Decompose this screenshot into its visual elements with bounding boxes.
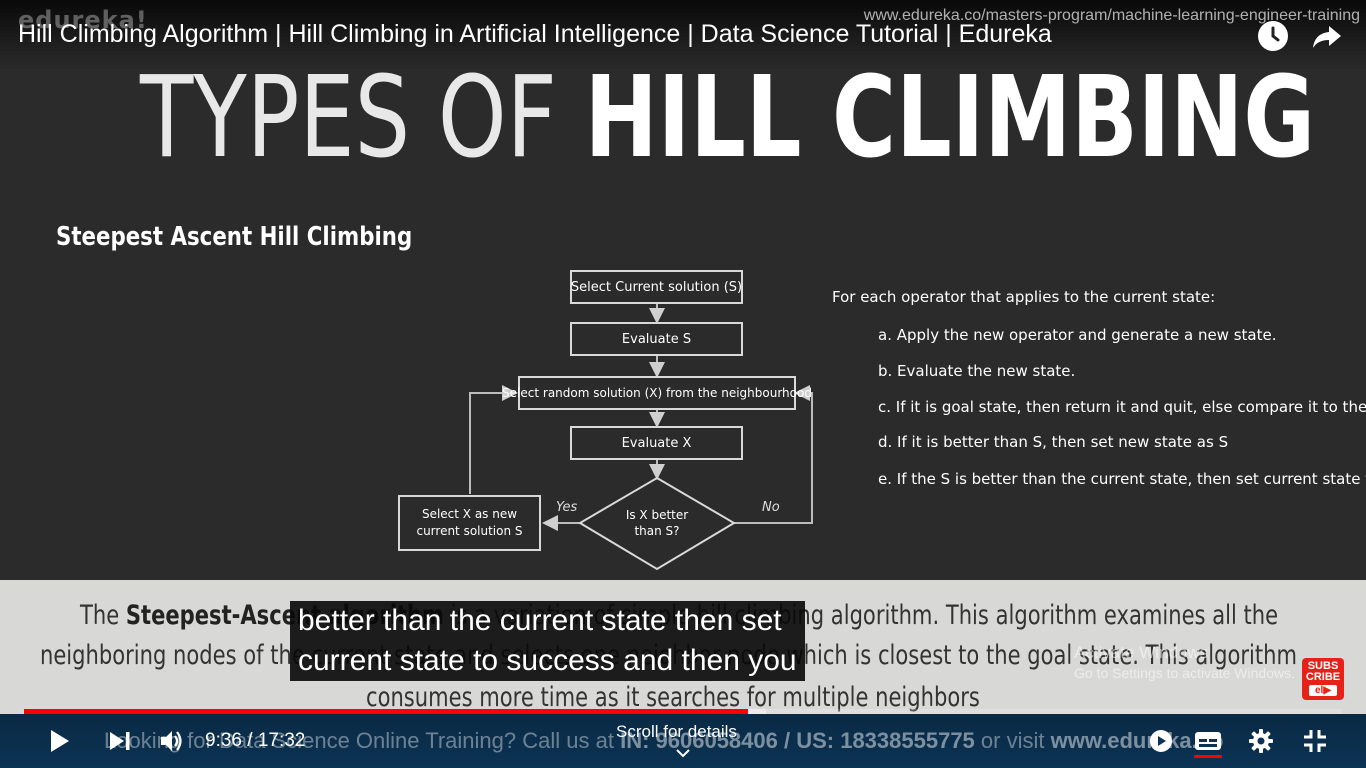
promo-ticker-mid: or visit [974,728,1051,753]
windows-activation-notice: Activate Windows Go to Settings to activ… [1074,643,1295,683]
subscribe-badge-line-1: SUBS [1307,660,1339,672]
step-item-d: d. If it is better than S, then set new … [878,433,1229,451]
flow-box-evaluate-s: Evaluate S [570,322,743,356]
slide-heading-bold: HILL CLIMBING [584,53,1316,183]
play-icon[interactable] [46,728,72,754]
decision-diamond [578,476,736,571]
chevron-down-icon[interactable] [676,744,690,763]
share-icon[interactable] [1311,20,1343,52]
flow-box-evaluate-x-label: Evaluate X [621,435,692,451]
promo-ticker-site: www.edureka.co [1050,728,1224,753]
watch-later-icon[interactable] [1257,20,1289,52]
progress-played [24,709,748,714]
video-title[interactable]: Hill Climbing Algorithm | Hill Climbing … [18,20,1052,48]
settings-icon[interactable] [1248,728,1274,754]
subscribe-badge[interactable]: SUBS CRIBE el▶ [1302,658,1344,700]
windows-activation-title: Activate Windows [1074,643,1209,662]
step-item-a: a. Apply the new operator and generate a… [878,326,1277,344]
flow-label-yes: Yes [556,500,578,515]
flow-box-evaluate-s-label: Evaluate S [621,331,692,347]
flow-box-new-current-label: Select X as new current solution S [416,507,523,538]
step-item-e: e. If the S is better than the current s… [878,470,1366,488]
progress-bar[interactable] [24,709,1342,714]
captions-active-indicator [1194,755,1222,758]
section-title: Steepest Ascent Hill Climbing [56,222,413,252]
top-gradient [0,0,1366,70]
flow-decision-label: Is X better than S? [625,508,689,538]
flow-box-select-current-label: Select Current solution (S) [570,279,743,295]
promo-ticker-phone: IN: 9606058406 / US: 18338555775 [620,728,975,753]
step-item-b: b. Evaluate the new state. [878,362,1076,380]
flow-decision: Is X better than S? [616,503,698,543]
time-display: 9:36 / 17:32 [205,730,306,751]
flow-box-select-random-label: Select random solution (X) from the neig… [502,386,812,400]
captions-icon[interactable] [1194,728,1221,754]
flow-box-evaluate-x: Evaluate X [570,426,743,460]
slide-heading: TYPES OF HILL CLIMBING [140,58,1315,178]
brand-logo: edureka! [18,6,148,34]
subscribe-badge-line-2: CRIBE [1305,671,1341,683]
volume-icon[interactable] [159,728,185,754]
flow-box-select-random: Select random solution (X) from the neig… [502,376,812,410]
description-line-3: consumes more time as it searches for mu… [366,682,980,713]
promo-ticker: Looking for Data Science Online Training… [104,728,1223,754]
scroll-for-details[interactable]: Scroll for details [616,722,737,741]
slide-heading-thin: TYPES OF [140,53,585,183]
next-icon[interactable] [107,728,133,754]
flow-box-select-current: Select Current solution (S) [570,270,743,304]
exit-fullscreen-icon[interactable] [1302,728,1328,754]
control-bar: Looking for Data Science Online Training… [0,714,1366,768]
flowchart-connectors [469,304,813,571]
caption-line-1: better than the current state then set [290,601,805,641]
flow-box-new-current: Select X as new current solution S [398,495,541,551]
caption-line-2: current state to success and then you [290,641,805,681]
captions-window: better than the current state then set c… [290,601,805,681]
flow-label-no: No [762,500,780,515]
steps-intro: For each operator that applies to the cu… [832,288,1216,306]
description-line-1-pre: The [80,600,126,631]
step-item-c: c. If it is goal state, then return it a… [878,398,1366,416]
subscribe-badge-line-3: el▶ [1309,685,1337,696]
autoplay-icon[interactable] [1148,728,1174,754]
windows-activation-subtitle: Go to Settings to activate Windows. [1074,665,1295,681]
watermark-url: www.edureka.co/masters-program/machine-l… [863,7,1360,24]
promo-ticker-pre: Looking for Data Science Online Training… [104,728,621,753]
